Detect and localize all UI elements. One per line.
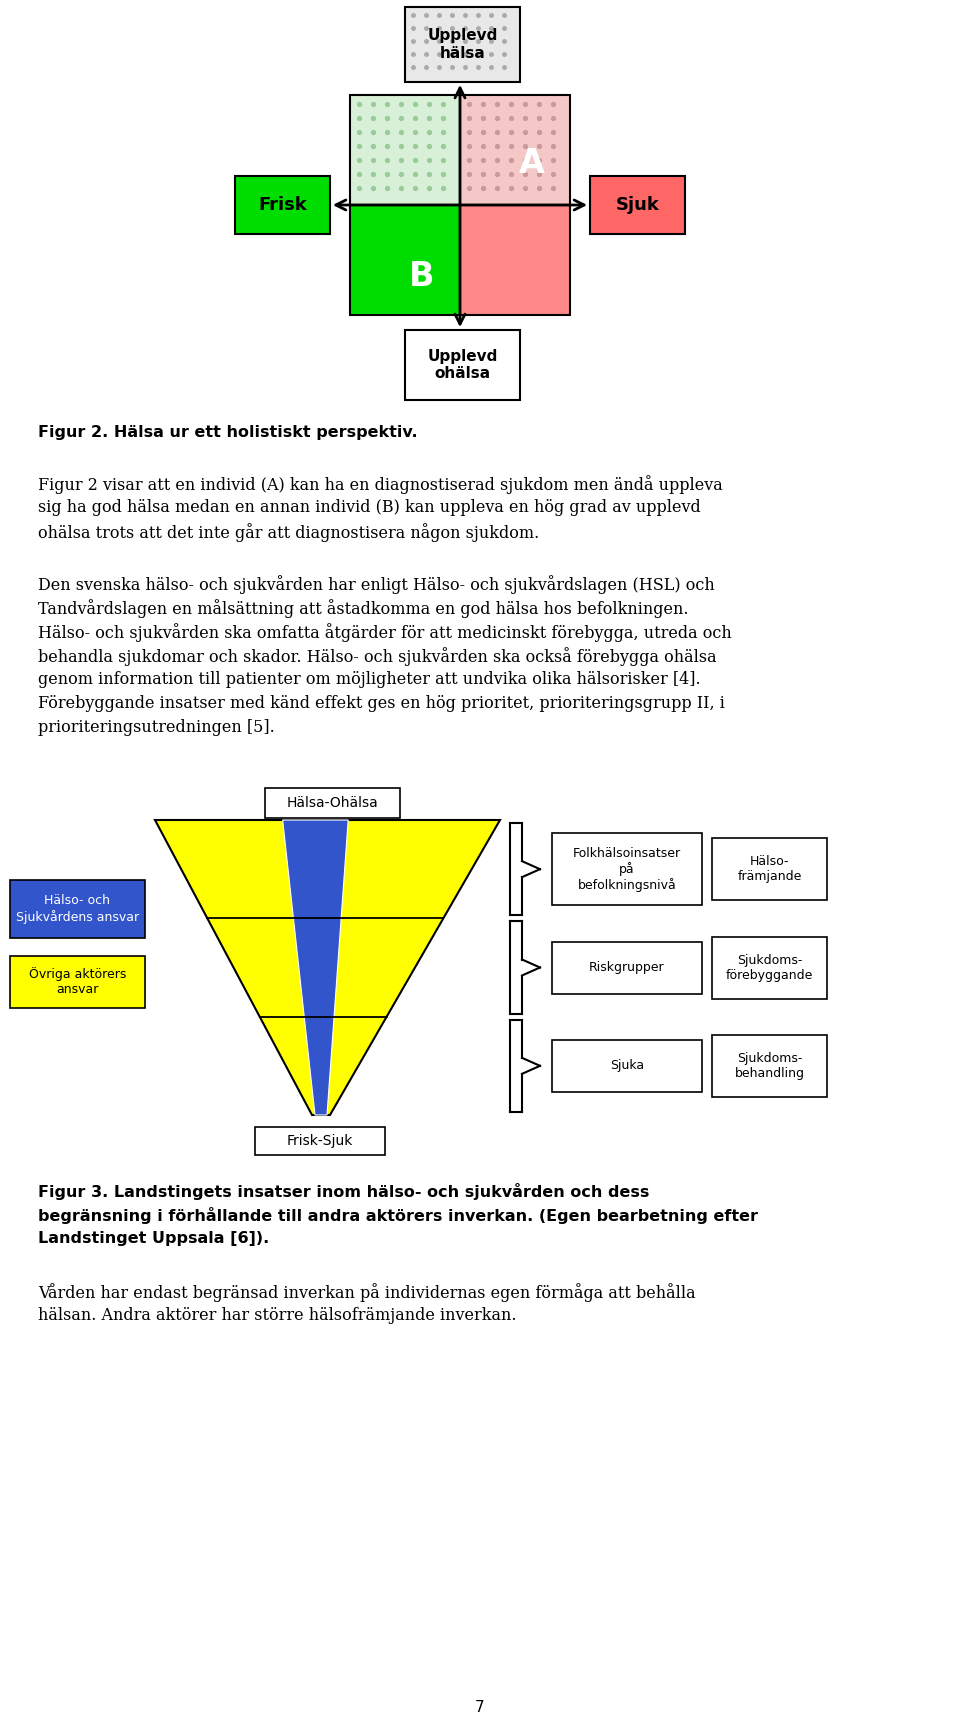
Text: ohälsa trots att det inte går att diagnostisera någon sjukdom.: ohälsa trots att det inte går att diagno…	[38, 523, 540, 542]
Text: genom information till patienter om möjligheter att undvika olika hälsorisker [4: genom information till patienter om möjl…	[38, 671, 701, 689]
Text: Tandvårdslagen en målsättning att åstadkomma en god hälsa hos befolkningen.: Tandvårdslagen en målsättning att åstadk…	[38, 599, 688, 618]
Text: Riskgrupper: Riskgrupper	[589, 961, 665, 973]
Bar	[255, 1127, 385, 1155]
Text: Förebyggande insatser med känd effekt ges en hög prioritet, prioriteringsgrupp I: Förebyggande insatser med känd effekt ge…	[38, 696, 725, 713]
Text: Sjukdoms-
behandling: Sjukdoms- behandling	[734, 1051, 804, 1080]
Text: Sjuka: Sjuka	[610, 1060, 644, 1072]
Text: Hälso- och sjukvården ska omfatta åtgärder för att medicinskt förebygga, utreda : Hälso- och sjukvården ska omfatta åtgärd…	[38, 623, 732, 642]
Bar	[460, 95, 570, 205]
Text: B: B	[409, 261, 434, 293]
Bar	[552, 834, 702, 904]
Bar	[712, 839, 827, 901]
Text: Frisk: Frisk	[258, 197, 307, 214]
Text: Hälsa-Ohälsa: Hälsa-Ohälsa	[287, 796, 378, 809]
Text: Folkhälsoinsatser
på
befolkningsnivå: Folkhälsoinsatser på befolkningsnivå	[573, 846, 681, 892]
Text: Figur 3. Landstingets insatser inom hälso- och sjukvården och dess: Figur 3. Landstingets insatser inom häls…	[38, 1182, 649, 1200]
Bar	[265, 789, 400, 818]
Text: begränsning i förhållande till andra aktörers inverkan. (Egen bearbetning efter: begränsning i förhållande till andra akt…	[38, 1206, 758, 1224]
Text: Landstinget Uppsala [6]).: Landstinget Uppsala [6]).	[38, 1231, 269, 1246]
Text: Sjuk: Sjuk	[615, 197, 660, 214]
Text: Figur 2. Hälsa ur ett holistiskt perspektiv.: Figur 2. Hälsa ur ett holistiskt perspek…	[38, 425, 418, 440]
Bar	[10, 956, 145, 1008]
Bar	[460, 205, 570, 316]
Bar	[712, 1036, 827, 1096]
Bar	[10, 880, 145, 937]
Text: Den svenska hälso- och sjukvården har enligt Hälso- och sjukvårdslagen (HSL) och: Den svenska hälso- och sjukvården har en…	[38, 575, 715, 594]
Bar	[350, 205, 460, 316]
Bar	[350, 95, 460, 205]
Text: A: A	[518, 147, 544, 180]
Text: Upplevd
hälsa: Upplevd hälsa	[427, 28, 497, 60]
Text: Figur 2 visar att en individ (A) kan ha en diagnostiserad sjukdom men ändå upple: Figur 2 visar att en individ (A) kan ha …	[38, 475, 723, 494]
Text: hälsan. Andra aktörer har större hälsofrämjande inverkan.: hälsan. Andra aktörer har större hälsofr…	[38, 1307, 516, 1324]
Text: behandla sjukdomar och skador. Hälso- och sjukvården ska också förebygga ohälsa: behandla sjukdomar och skador. Hälso- oc…	[38, 647, 716, 666]
Text: Hälso- och
Sjukvårdens ansvar: Hälso- och Sjukvårdens ansvar	[16, 894, 139, 923]
Bar	[405, 330, 520, 400]
Bar	[552, 1039, 702, 1093]
Bar	[235, 176, 330, 235]
Text: prioriteringsutredningen [5].: prioriteringsutredningen [5].	[38, 720, 275, 735]
Text: 7: 7	[475, 1700, 485, 1716]
Text: Övriga aktörers
ansvar: Övriga aktörers ansvar	[29, 968, 126, 996]
Polygon shape	[155, 820, 500, 1115]
Polygon shape	[282, 820, 348, 1115]
Text: sig ha god hälsa medan en annan individ (B) kan uppleva en hög grad av upplevd: sig ha god hälsa medan en annan individ …	[38, 499, 701, 516]
Text: Vården har endast begränsad inverkan på individernas egen förmåga att behålla: Vården har endast begränsad inverkan på …	[38, 1282, 696, 1301]
Text: Hälso-
främjande: Hälso- främjande	[737, 854, 802, 884]
Bar	[552, 941, 702, 994]
Bar	[712, 937, 827, 999]
Text: Sjukdoms-
förebyggande: Sjukdoms- förebyggande	[726, 953, 813, 982]
Bar	[405, 7, 520, 83]
Text: Frisk-Sjuk: Frisk-Sjuk	[287, 1134, 353, 1148]
Text: Upplevd
ohälsa: Upplevd ohälsa	[427, 349, 497, 381]
Bar	[590, 176, 685, 235]
